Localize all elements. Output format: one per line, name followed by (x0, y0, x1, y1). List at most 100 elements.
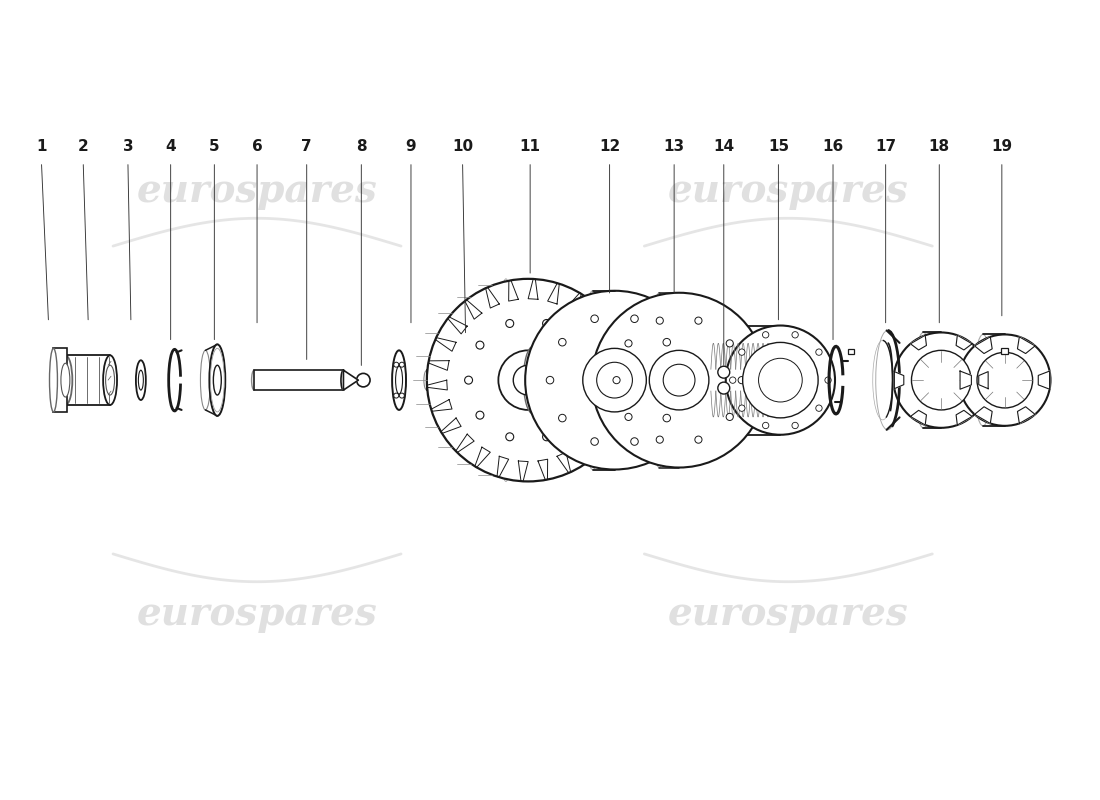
Circle shape (613, 377, 620, 384)
Circle shape (427, 279, 629, 482)
Circle shape (572, 341, 581, 349)
Circle shape (506, 433, 514, 441)
Circle shape (657, 317, 663, 324)
Ellipse shape (106, 366, 114, 395)
Polygon shape (343, 370, 359, 390)
Ellipse shape (60, 363, 70, 397)
Polygon shape (979, 372, 988, 389)
Circle shape (356, 374, 370, 387)
Circle shape (559, 414, 566, 422)
Circle shape (792, 422, 799, 429)
Text: 12: 12 (600, 139, 620, 154)
Text: 6: 6 (252, 139, 263, 154)
Text: 19: 19 (991, 139, 1012, 154)
Ellipse shape (701, 326, 721, 434)
Circle shape (738, 405, 745, 411)
Circle shape (625, 414, 632, 421)
Polygon shape (1038, 371, 1049, 390)
Text: 17: 17 (876, 139, 896, 154)
Text: eurospares: eurospares (136, 173, 377, 210)
Circle shape (663, 414, 671, 422)
Circle shape (394, 393, 398, 398)
Ellipse shape (524, 346, 543, 414)
Text: 8: 8 (356, 139, 366, 154)
Circle shape (591, 315, 598, 322)
Text: 4: 4 (165, 139, 176, 154)
Circle shape (399, 362, 405, 367)
Circle shape (559, 338, 566, 346)
Circle shape (695, 317, 702, 324)
Text: 14: 14 (713, 139, 735, 154)
Ellipse shape (396, 366, 403, 394)
Text: 9: 9 (406, 139, 416, 154)
Circle shape (591, 438, 598, 446)
Bar (441, 374, 475, 386)
Ellipse shape (209, 344, 226, 416)
Circle shape (394, 362, 398, 367)
Circle shape (742, 342, 818, 418)
Circle shape (825, 377, 832, 383)
Ellipse shape (975, 334, 992, 426)
Circle shape (738, 377, 745, 384)
Ellipse shape (582, 290, 604, 470)
Text: 2: 2 (78, 139, 89, 154)
Circle shape (630, 315, 638, 322)
Circle shape (726, 326, 835, 434)
Circle shape (816, 405, 822, 411)
Circle shape (399, 393, 405, 398)
Circle shape (893, 333, 989, 428)
Polygon shape (975, 406, 992, 423)
Circle shape (762, 422, 769, 429)
Circle shape (592, 293, 767, 467)
Text: 3: 3 (122, 139, 133, 154)
Circle shape (663, 338, 671, 346)
Bar (254, 370, 343, 390)
Text: 16: 16 (823, 139, 844, 154)
Polygon shape (960, 371, 971, 390)
Ellipse shape (200, 350, 210, 410)
Ellipse shape (650, 293, 668, 467)
Circle shape (572, 411, 581, 419)
Polygon shape (1018, 337, 1035, 354)
Polygon shape (956, 335, 972, 350)
Ellipse shape (438, 370, 443, 390)
Circle shape (718, 382, 729, 394)
Text: 1: 1 (36, 139, 47, 154)
Ellipse shape (103, 355, 117, 405)
Circle shape (506, 319, 514, 327)
Circle shape (762, 332, 769, 338)
Text: 10: 10 (452, 139, 473, 154)
Circle shape (525, 290, 704, 470)
Polygon shape (956, 410, 972, 425)
Text: eurospares: eurospares (668, 173, 909, 210)
Ellipse shape (341, 370, 345, 390)
Bar (427, 370, 441, 390)
Bar (848, 350, 854, 354)
Ellipse shape (58, 355, 73, 405)
Circle shape (912, 350, 971, 410)
Circle shape (675, 376, 683, 384)
Circle shape (498, 350, 558, 410)
Circle shape (726, 340, 734, 347)
Ellipse shape (392, 350, 406, 410)
Circle shape (476, 341, 484, 349)
Circle shape (718, 366, 729, 378)
Circle shape (663, 364, 695, 396)
Circle shape (738, 349, 745, 355)
Circle shape (792, 332, 799, 338)
Circle shape (547, 376, 553, 384)
Polygon shape (1018, 406, 1035, 423)
Circle shape (583, 348, 647, 412)
Circle shape (759, 358, 802, 402)
Circle shape (542, 433, 550, 441)
Text: 18: 18 (928, 139, 949, 154)
Circle shape (695, 436, 702, 443)
Text: eurospares: eurospares (668, 594, 909, 633)
Circle shape (977, 352, 1033, 408)
Circle shape (657, 436, 663, 443)
Text: 11: 11 (519, 139, 540, 154)
Text: 15: 15 (768, 139, 789, 154)
Ellipse shape (497, 279, 515, 482)
Circle shape (625, 340, 632, 347)
Bar (1001, 348, 1008, 354)
